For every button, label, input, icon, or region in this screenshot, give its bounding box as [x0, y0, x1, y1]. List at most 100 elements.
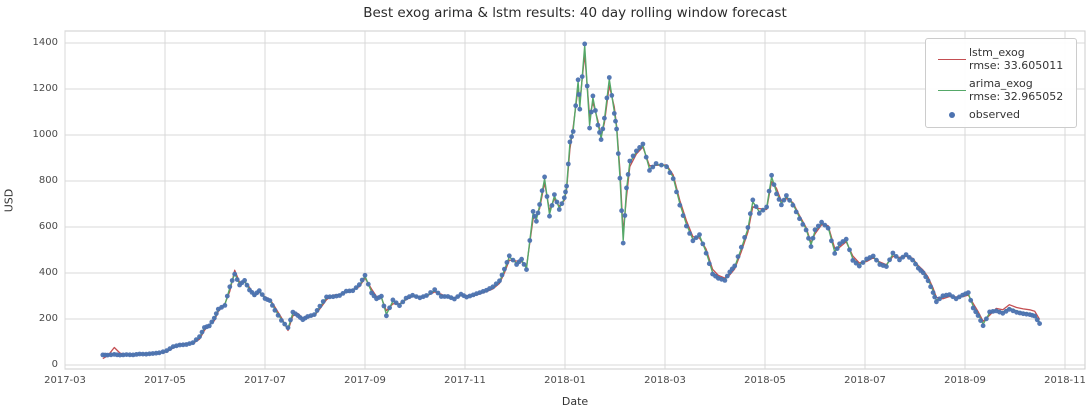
observed-point [970, 305, 976, 311]
x-tick-label: 2017-11 [444, 375, 486, 386]
observed-point [923, 274, 929, 280]
observed-point [350, 288, 356, 294]
observed-point [379, 293, 384, 299]
observed-point [887, 257, 892, 263]
observed-point [1010, 308, 1016, 314]
observed-point [576, 92, 582, 97]
observed-point [806, 235, 811, 241]
observed-point [625, 172, 631, 177]
observed-point [211, 315, 217, 321]
observed-point [582, 41, 588, 47]
observed-point [611, 111, 617, 116]
observed-point [506, 253, 512, 259]
legend-label-arima: arima_exog [969, 77, 1033, 90]
observed-point [706, 261, 712, 267]
observed-point [279, 318, 284, 323]
observed-point [542, 174, 547, 180]
observed-point [793, 209, 799, 215]
observed-point [742, 235, 747, 240]
observed-point [647, 168, 652, 173]
observed-point [544, 194, 550, 199]
observed-point [267, 298, 273, 303]
observed-point [602, 115, 607, 121]
observed-point [703, 250, 709, 256]
observed-point [563, 189, 568, 195]
observed-point [930, 290, 936, 295]
observed-point [760, 207, 766, 213]
observed-point [390, 297, 396, 303]
observed-point [242, 278, 248, 283]
observed-point [275, 312, 281, 318]
observed-point [797, 216, 802, 222]
observed-point [617, 175, 623, 181]
legend-item-observed: observed [935, 108, 1067, 121]
observed-point [766, 188, 772, 194]
observed-point [400, 299, 406, 305]
observed-point [893, 254, 899, 259]
observed-point [622, 213, 628, 218]
x-axis-label: Date [561, 395, 589, 408]
observed-point [627, 158, 633, 164]
observed-point [424, 293, 429, 298]
observed-point [213, 311, 219, 316]
observed-point [224, 293, 230, 299]
observed-point [650, 164, 656, 170]
observed-point [442, 294, 447, 299]
observed-point [438, 294, 444, 299]
y-tick-label: 400 [38, 267, 58, 278]
observed-point [499, 272, 505, 278]
observed-point [410, 292, 415, 298]
legend-rmse-arima: rmse: 32.965052 [969, 90, 1064, 103]
observed-point [600, 126, 606, 132]
y-tick-label: 1400 [32, 37, 58, 48]
observed-point [787, 197, 792, 203]
arima-line-swatch-icon [935, 89, 969, 91]
observed-point [493, 281, 499, 287]
observed-point [980, 323, 986, 329]
observed-point [735, 254, 741, 259]
observed-point [397, 303, 402, 309]
observed-point [975, 313, 981, 318]
observed-point [680, 213, 686, 219]
observed-point [504, 260, 510, 265]
observed-point [790, 202, 796, 208]
observed-point [973, 309, 979, 315]
observed-point [490, 284, 496, 290]
observed-point [771, 182, 777, 188]
observed-point [569, 134, 574, 140]
observed-point [559, 201, 565, 207]
x-tick-label: 2018-01 [544, 375, 586, 386]
observed-point [984, 316, 989, 322]
y-tick-label: 200 [38, 313, 58, 324]
observed-point [384, 313, 389, 319]
observed-point [874, 257, 879, 263]
observed-point [700, 241, 706, 247]
observed-point [530, 209, 536, 214]
observed-point [353, 285, 359, 291]
observed-point [643, 154, 649, 160]
observed-point [620, 240, 626, 246]
observed-point [776, 197, 782, 202]
observed-point [556, 207, 562, 212]
observed-point [913, 261, 918, 267]
observed-point [256, 288, 262, 294]
observed-point [497, 278, 502, 284]
observed-point [584, 83, 590, 89]
observed-point [934, 299, 939, 305]
y-tick-label: 600 [38, 221, 58, 232]
observed-point [850, 258, 856, 263]
observed-point [428, 290, 433, 295]
observed-point [314, 308, 320, 313]
observed-point [937, 296, 942, 302]
observed-point [764, 204, 769, 210]
observed-point [156, 350, 162, 356]
observed-point [604, 95, 610, 101]
observed-point [524, 267, 529, 272]
observed-point [527, 238, 533, 243]
observed-point [227, 284, 233, 290]
observed-point [272, 307, 278, 313]
observed-point [193, 337, 199, 343]
observed-point [320, 299, 326, 304]
observed-point [206, 323, 212, 329]
